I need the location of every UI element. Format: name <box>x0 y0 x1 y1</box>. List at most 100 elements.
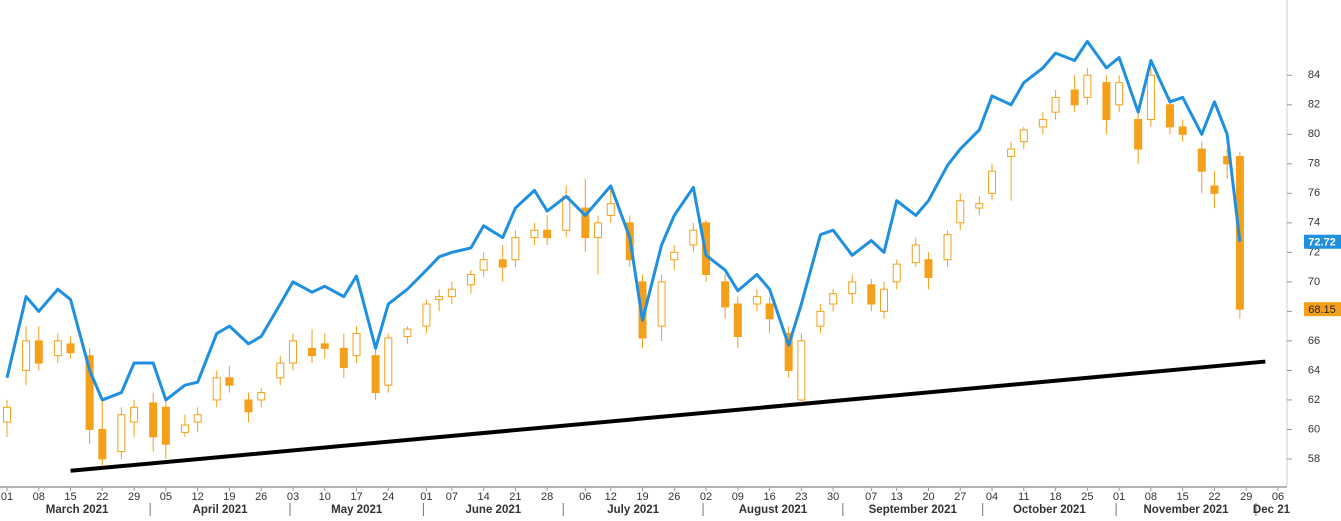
trendline <box>70 359 1266 473</box>
candle-body <box>1115 82 1124 106</box>
candle-body <box>581 207 590 239</box>
candle-body <box>848 281 857 295</box>
x-tick-label: 12 <box>192 491 204 503</box>
x-tick-label: 14 <box>478 491 490 503</box>
x-tick-label: 25 <box>1081 491 1093 503</box>
x-tick-label: 23 <box>795 491 807 503</box>
month-label: April 2021 <box>193 504 249 516</box>
candle-body <box>956 200 965 224</box>
candle-body <box>257 392 266 401</box>
candle-body <box>1102 82 1111 121</box>
last-value-label: 72.72 <box>1308 237 1336 249</box>
candle-body <box>988 170 997 194</box>
candle-body <box>34 340 43 364</box>
candle-body <box>867 284 876 305</box>
candle-body <box>66 343 75 354</box>
x-tick-label: 29 <box>1240 491 1252 503</box>
candle-body <box>1083 74 1092 98</box>
candle-body <box>320 343 329 349</box>
candles <box>3 67 1244 467</box>
y-tick-label: 62 <box>1308 394 1320 406</box>
month-label: November 2021 <box>1144 504 1230 516</box>
month-label: June 2021 <box>466 504 522 516</box>
y-tick-label: 60 <box>1308 423 1320 435</box>
x-tick-label: 21 <box>509 491 521 503</box>
candle-body <box>371 355 380 394</box>
x-tick-label: 22 <box>96 491 108 503</box>
x-tick-label: 17 <box>350 491 362 503</box>
y-tick-label: 82 <box>1308 99 1320 111</box>
candle-body <box>797 340 806 401</box>
candle-body <box>752 296 761 305</box>
candle-body <box>85 355 94 430</box>
candle-body <box>225 377 234 386</box>
candle-body <box>352 333 361 357</box>
candle-body <box>562 195 571 231</box>
candle-body <box>308 347 317 357</box>
x-tick-label: 05 <box>160 491 172 503</box>
candle-body <box>879 288 888 312</box>
y-tick-label: 76 <box>1308 187 1320 199</box>
candle-body <box>479 259 488 271</box>
candle-body <box>892 263 901 283</box>
candle-body <box>1210 185 1219 194</box>
candle-body <box>498 259 507 268</box>
x-tick-label: 15 <box>1177 491 1189 503</box>
x-tick-label: 16 <box>763 491 775 503</box>
x-tick-label: 08 <box>1145 491 1157 503</box>
month-label: October 2021 <box>1013 504 1086 516</box>
candle-body <box>689 229 698 246</box>
x-tick-label: 19 <box>223 491 235 503</box>
y-tick-label: 64 <box>1308 364 1320 376</box>
month-label: March 2021 <box>46 504 109 516</box>
candle-body <box>149 402 158 438</box>
x-tick-label: 01 <box>1113 491 1125 503</box>
candle-body <box>276 362 285 379</box>
x-tick-label: 24 <box>382 491 394 503</box>
candle-body <box>22 340 31 371</box>
x-tick-label: 04 <box>986 491 998 503</box>
x-tick-label: 06 <box>1272 491 1284 503</box>
month-label: July 2021 <box>607 504 659 516</box>
x-tick-label: 28 <box>541 491 553 503</box>
y-tick-label: 78 <box>1308 158 1320 170</box>
candle-body <box>447 288 456 298</box>
x-tick-label: 27 <box>954 491 966 503</box>
month-label: September 2021 <box>869 504 958 516</box>
candle-body <box>161 406 170 445</box>
x-tick-label: 06 <box>579 491 591 503</box>
x-tick-label: 29 <box>128 491 140 503</box>
candle-body <box>924 259 933 278</box>
last-value-tag <box>1304 234 1341 249</box>
candle-body <box>117 414 126 453</box>
candle-body <box>657 281 666 327</box>
month-label: Dec 21 <box>1253 504 1291 516</box>
last-value-label: 68.15 <box>1308 304 1336 316</box>
candle-body <box>466 273 475 286</box>
y-tick-label: 72 <box>1308 246 1320 258</box>
y-tick-label: 74 <box>1308 217 1320 229</box>
candle-body <box>53 340 62 357</box>
candle-body <box>816 310 825 327</box>
x-tick-label: 08 <box>33 491 45 503</box>
x-tick-label: 18 <box>1049 491 1061 503</box>
candle-body <box>1178 126 1187 135</box>
candle-body <box>1038 119 1047 128</box>
x-tick-label: 01 <box>420 491 432 503</box>
candle-body <box>212 377 221 401</box>
month-label: May 2021 <box>331 504 383 516</box>
y-tick-label: 70 <box>1308 276 1320 288</box>
candle-body <box>180 424 189 433</box>
candle-body <box>721 281 730 308</box>
candle-body <box>511 237 520 261</box>
candle-body <box>3 406 11 423</box>
x-tick-label: 07 <box>865 491 877 503</box>
candle-body <box>1070 89 1079 106</box>
x-tick-label: 09 <box>732 491 744 503</box>
candle-body <box>435 296 444 301</box>
candle-body <box>594 222 603 239</box>
y-tick-label: 80 <box>1308 128 1320 140</box>
candle-body <box>244 399 253 413</box>
